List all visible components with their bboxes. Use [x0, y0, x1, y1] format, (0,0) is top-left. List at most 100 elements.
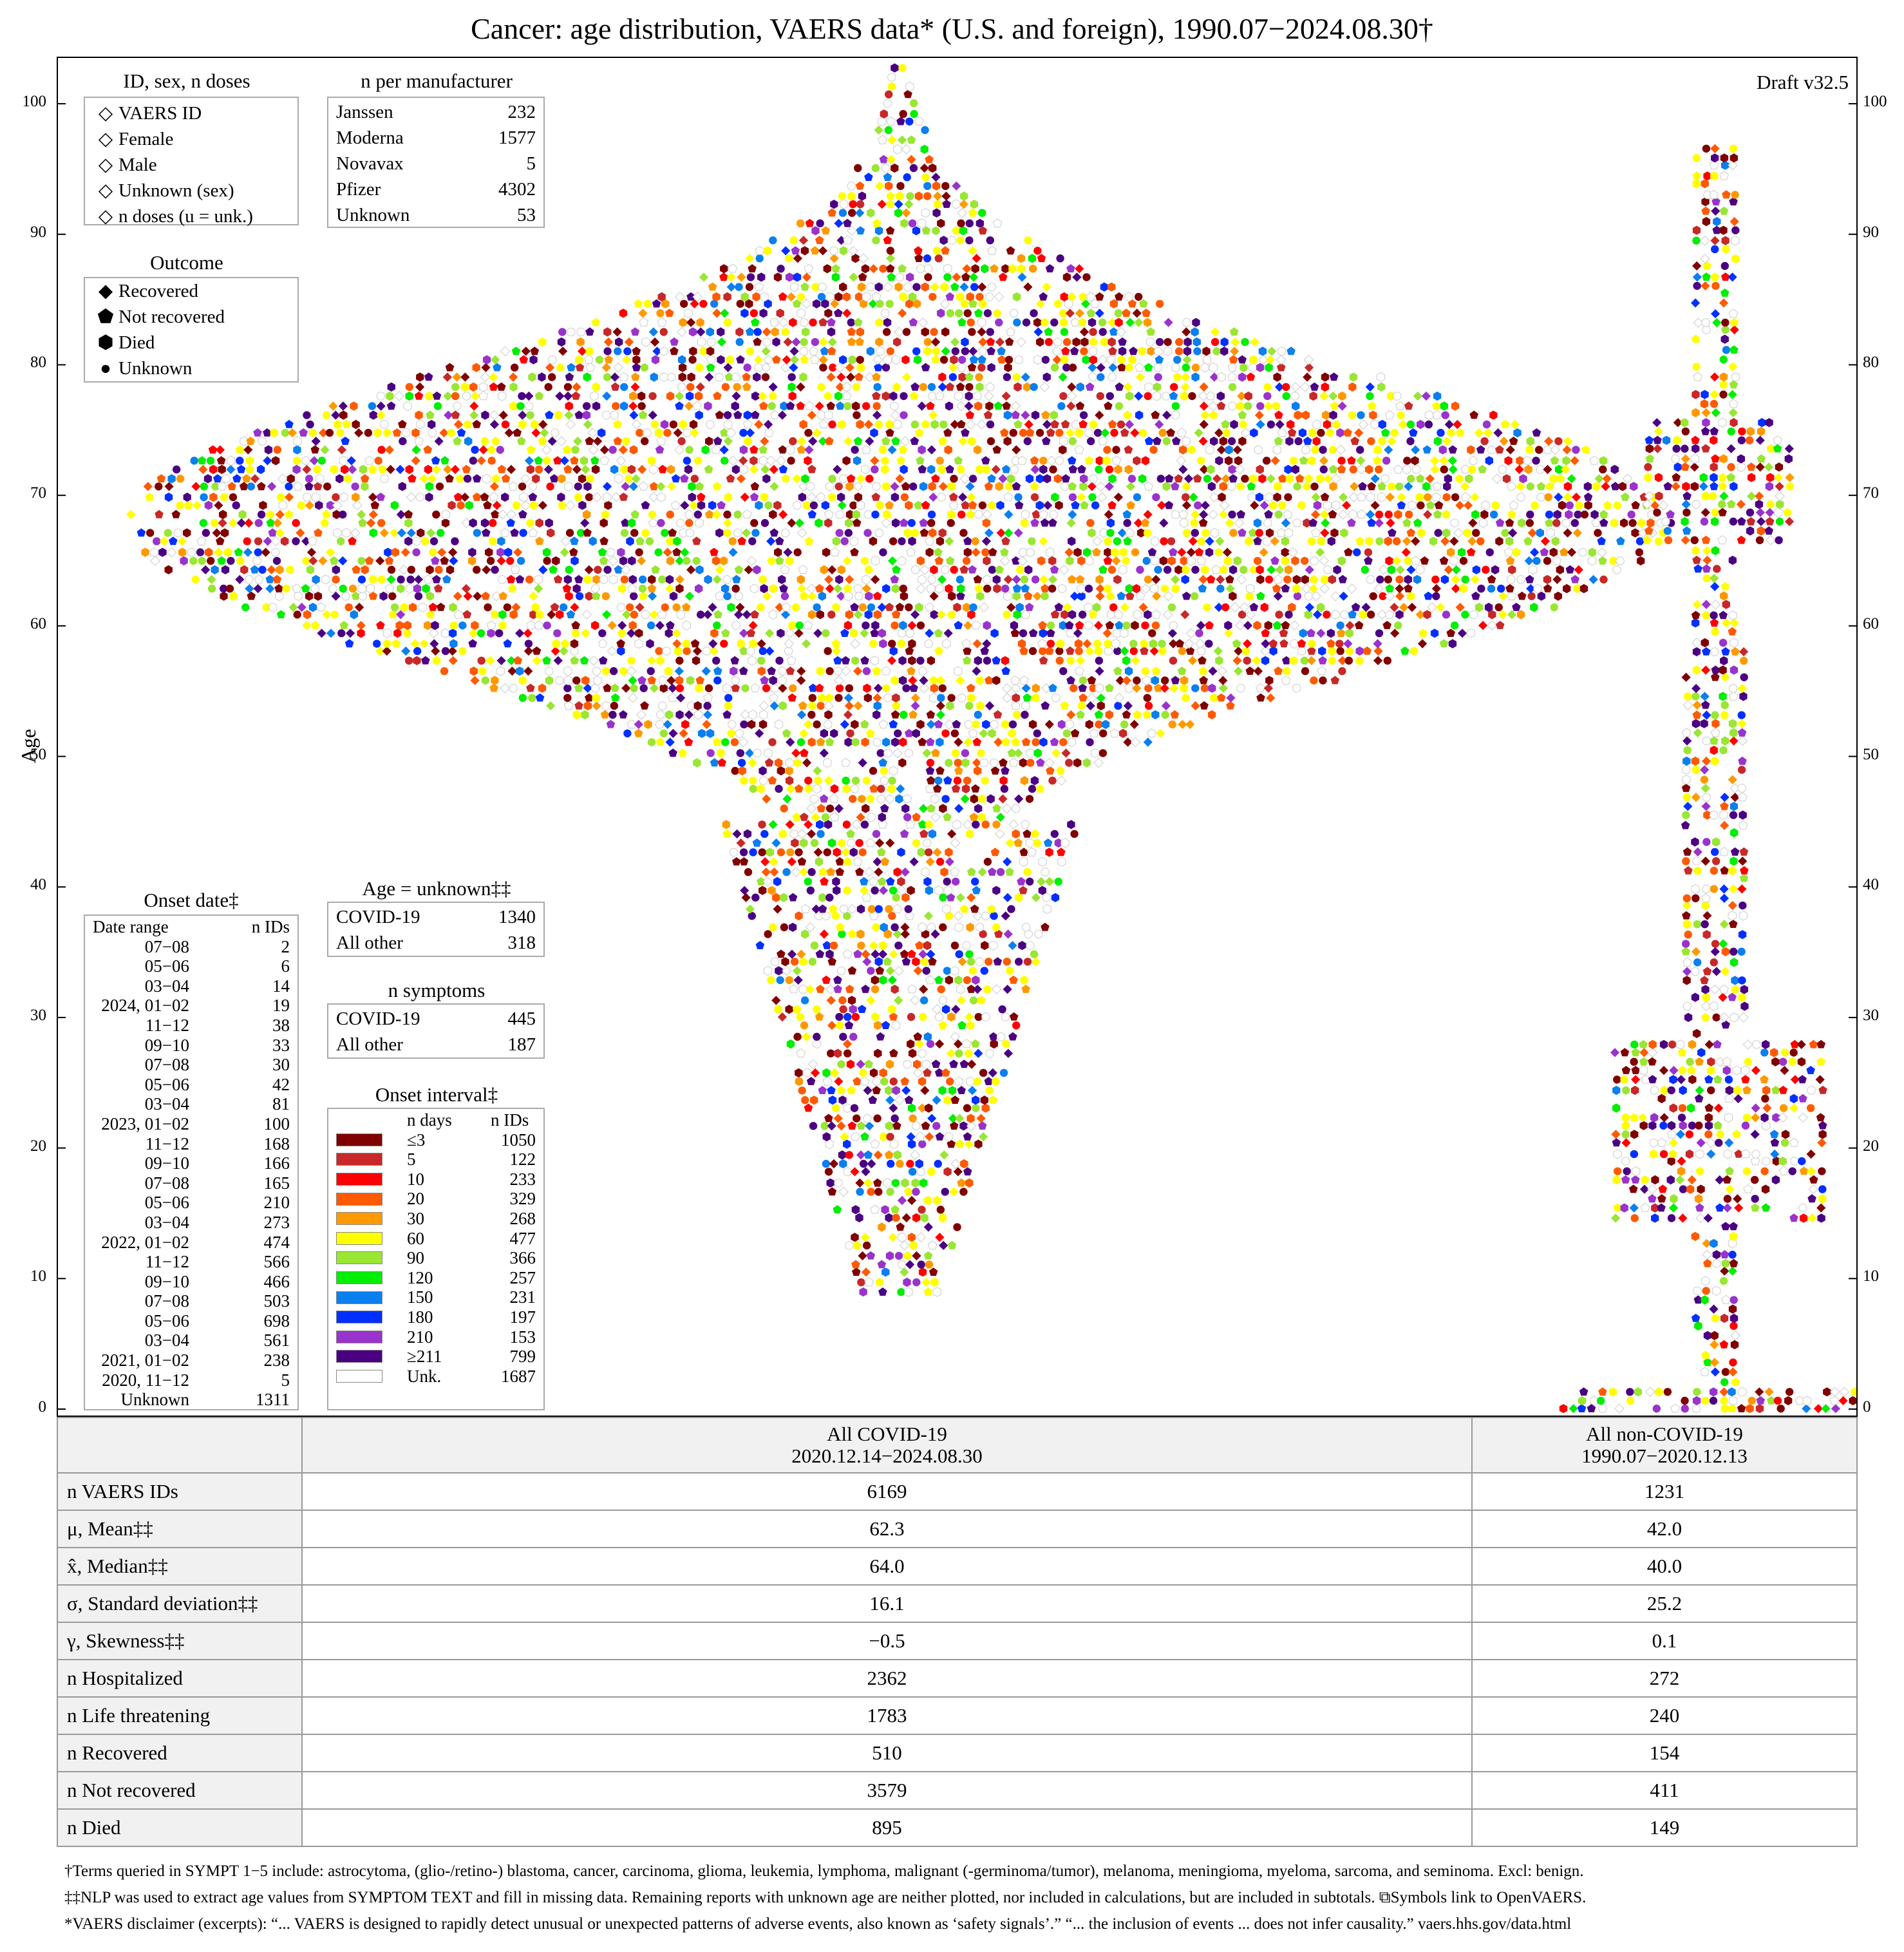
data-point[interactable] [314, 591, 323, 601]
data-point[interactable] [1043, 500, 1053, 510]
data-point[interactable] [783, 547, 793, 557]
data-point[interactable] [898, 537, 906, 545]
data-point[interactable] [891, 610, 901, 619]
data-point[interactable] [1144, 363, 1153, 372]
data-point[interactable] [946, 893, 956, 902]
data-point[interactable] [1368, 401, 1377, 410]
data-point[interactable] [919, 383, 928, 392]
data-point[interactable] [1110, 428, 1118, 437]
data-point[interactable] [955, 1049, 963, 1057]
data-point[interactable] [1532, 556, 1541, 565]
data-point[interactable] [743, 410, 752, 420]
data-point[interactable] [855, 337, 864, 346]
data-point[interactable] [1453, 419, 1462, 430]
data-point[interactable] [977, 327, 986, 337]
data-point[interactable] [981, 456, 990, 465]
data-point[interactable] [1323, 611, 1331, 619]
data-point[interactable] [983, 410, 993, 419]
data-point[interactable] [856, 474, 866, 484]
data-point[interactable] [888, 640, 896, 648]
data-point[interactable] [146, 529, 155, 537]
data-point[interactable] [1164, 337, 1172, 346]
data-point[interactable] [236, 556, 245, 565]
data-point[interactable] [1120, 428, 1129, 437]
data-point[interactable] [1088, 317, 1097, 327]
data-point[interactable] [535, 536, 544, 545]
data-point[interactable] [458, 621, 467, 630]
data-point[interactable] [874, 1188, 883, 1196]
data-point[interactable] [1164, 474, 1174, 483]
data-point[interactable] [575, 592, 584, 600]
data-point[interactable] [1006, 327, 1015, 336]
data-point[interactable] [1040, 518, 1050, 527]
data-point[interactable] [752, 838, 762, 847]
data-point[interactable] [1180, 556, 1188, 565]
data-point[interactable] [601, 592, 610, 600]
data-point[interactable] [936, 737, 944, 747]
data-point[interactable] [395, 464, 405, 475]
data-point[interactable] [1174, 474, 1183, 483]
data-point[interactable] [1333, 565, 1341, 574]
data-point[interactable] [1390, 428, 1399, 437]
data-point[interactable] [927, 575, 936, 584]
data-point[interactable] [272, 456, 280, 466]
data-point[interactable] [1496, 621, 1505, 629]
data-point[interactable] [1461, 575, 1469, 584]
data-point[interactable] [939, 420, 948, 429]
data-point[interactable] [941, 729, 950, 737]
data-point[interactable] [835, 382, 845, 392]
data-point[interactable] [753, 355, 764, 365]
data-point[interactable] [472, 474, 482, 483]
data-point[interactable] [1051, 492, 1059, 502]
data-point[interactable] [1432, 592, 1440, 600]
data-point[interactable] [1032, 693, 1040, 703]
data-point[interactable] [984, 528, 994, 538]
data-point[interactable] [361, 565, 369, 574]
data-point[interactable] [1556, 565, 1564, 574]
data-point[interactable] [1214, 428, 1224, 438]
data-point[interactable] [1120, 646, 1129, 656]
data-point[interactable] [489, 482, 499, 491]
data-point[interactable] [1574, 510, 1582, 519]
data-point[interactable] [545, 667, 554, 676]
data-point[interactable] [338, 556, 348, 565]
data-point[interactable] [910, 701, 920, 711]
data-point[interactable] [1279, 629, 1288, 637]
data-point[interactable] [1171, 363, 1180, 372]
data-point[interactable] [792, 966, 802, 976]
data-point[interactable] [599, 536, 608, 545]
data-point[interactable] [1719, 1276, 1728, 1285]
data-point[interactable] [1185, 628, 1196, 639]
data-point[interactable] [1146, 327, 1155, 336]
data-point[interactable] [706, 327, 714, 337]
data-point[interactable] [828, 475, 836, 483]
data-point[interactable] [737, 272, 746, 282]
data-point[interactable] [616, 455, 627, 466]
data-point[interactable] [885, 838, 895, 848]
data-point[interactable] [1321, 518, 1330, 528]
data-point[interactable] [1185, 646, 1195, 655]
data-point[interactable] [879, 975, 887, 985]
data-point[interactable] [455, 474, 464, 483]
data-point[interactable] [949, 1187, 959, 1197]
data-point[interactable] [818, 282, 827, 292]
data-point[interactable] [1719, 1340, 1729, 1349]
data-point[interactable] [673, 536, 681, 546]
data-point[interactable] [1580, 510, 1589, 519]
data-point[interactable] [1180, 610, 1190, 620]
data-point[interactable] [1565, 565, 1575, 574]
data-point[interactable] [693, 510, 702, 519]
data-point[interactable] [935, 391, 945, 401]
data-point[interactable] [1055, 500, 1063, 510]
data-point[interactable] [1096, 392, 1105, 401]
data-point[interactable] [1205, 391, 1216, 401]
data-point[interactable] [216, 536, 225, 545]
data-point[interactable] [971, 1039, 980, 1048]
data-point[interactable] [935, 1233, 945, 1242]
data-point[interactable] [309, 456, 319, 466]
data-point[interactable] [1256, 574, 1265, 584]
data-point[interactable] [927, 1167, 936, 1177]
data-point[interactable] [802, 1032, 811, 1041]
data-point[interactable] [406, 583, 415, 594]
data-point[interactable] [1411, 445, 1420, 455]
